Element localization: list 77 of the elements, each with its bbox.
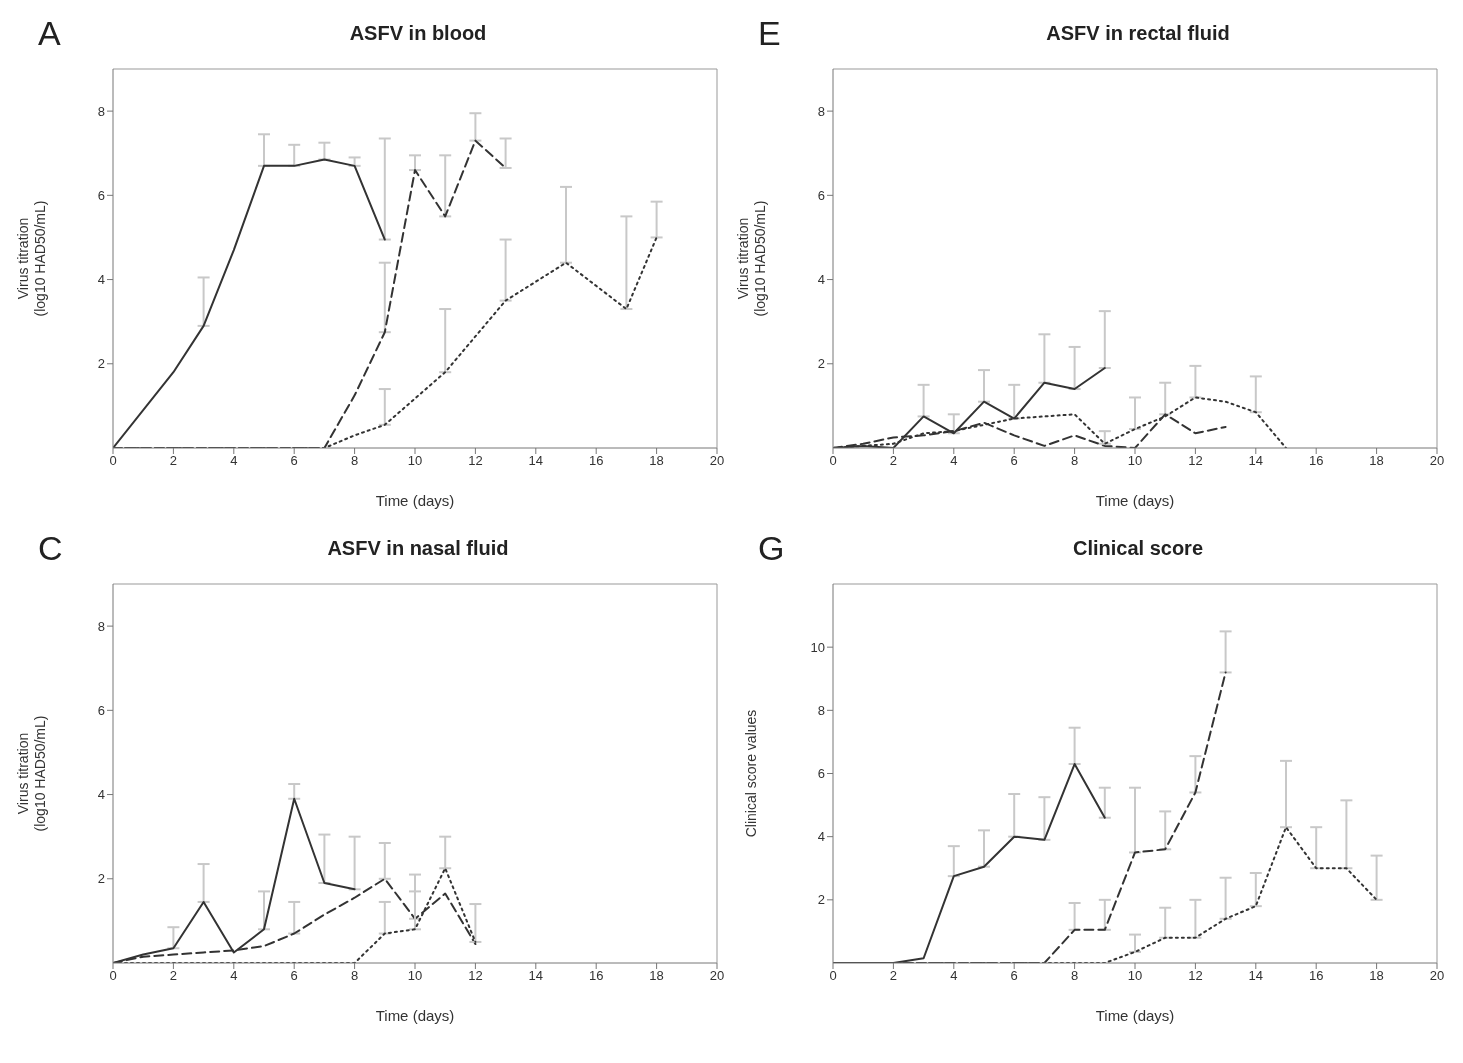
x-tick-label: 16 — [1308, 453, 1324, 469]
x-tick-label: 4 — [950, 453, 958, 469]
y-axis-title: Virus titration (log10 HAD50/mL) — [15, 200, 48, 317]
y-tick-label: 8 — [817, 103, 825, 119]
x-axis-title: Time (days) — [1095, 1007, 1175, 1024]
x-tick-label: 8 — [1070, 453, 1079, 469]
x-tick-label: 10 — [1127, 453, 1143, 469]
y-tick-label: 4 — [817, 272, 825, 288]
x-tick-label: 20 — [709, 453, 725, 469]
y-tick-label: 2 — [817, 892, 825, 908]
chart-title: ASFV in nasal fluid — [326, 537, 510, 560]
x-tick-label: 12 — [468, 453, 483, 469]
y-tick-label: 6 — [817, 187, 825, 203]
text: G — [758, 529, 785, 567]
y-tick-label: 6 — [97, 187, 105, 203]
x-tick-label: 6 — [290, 968, 298, 984]
x-tick-label: 0 — [829, 968, 837, 984]
x-tick-label: 0 — [829, 453, 837, 469]
x-tick-label: 2 — [889, 968, 898, 984]
x-axis-title: Time (days) — [375, 1007, 455, 1024]
x-tick-label: 4 — [950, 968, 958, 984]
y-tick-label: 4 — [97, 272, 105, 288]
x-tick-label: 6 — [290, 453, 298, 469]
y-tick-label: 2 — [97, 871, 105, 887]
text: C — [38, 529, 63, 567]
x-tick-label: 18 — [1369, 453, 1384, 469]
y-tick-label: 4 — [97, 787, 105, 803]
y-axis-title: Virus titration (log10 HAD50/mL) — [15, 715, 48, 832]
x-tick-label: 14 — [528, 968, 544, 984]
y-tick-label: 4 — [817, 829, 825, 845]
x-tick-label: 6 — [1010, 453, 1018, 469]
x-tick-label: 16 — [1308, 968, 1324, 984]
x-tick-label: 10 — [407, 453, 423, 469]
chart-title: Clinical score — [1071, 537, 1205, 560]
x-tick-label: 12 — [1188, 968, 1203, 984]
x-tick-label: 10 — [1127, 968, 1143, 984]
y-tick-label: 10 — [810, 639, 825, 655]
x-tick-label: 12 — [1188, 453, 1203, 469]
x-tick-label: 0 — [109, 968, 117, 984]
x-tick-label: 16 — [588, 453, 604, 469]
x-axis-title: Time (days) — [1095, 492, 1175, 509]
x-tick-label: 0 — [109, 453, 117, 469]
x-tick-label: 2 — [169, 453, 178, 469]
y-tick-label: 8 — [817, 702, 825, 718]
x-tick-label: 8 — [350, 453, 359, 469]
y-axis-title: Virus titration (log10 HAD50/mL) — [735, 200, 768, 317]
x-tick-label: 20 — [1429, 968, 1445, 984]
x-tick-label: 8 — [1070, 968, 1079, 984]
y-tick-label: 6 — [97, 702, 105, 718]
chart-title: ASFV in blood — [348, 22, 488, 45]
x-tick-label: 20 — [709, 968, 725, 984]
x-tick-label: 14 — [528, 453, 544, 469]
y-tick-label: 2 — [817, 356, 825, 372]
chart-title: ASFV in rectal fluid — [1045, 22, 1231, 45]
x-tick-label: 2 — [889, 453, 898, 469]
y-tick-label: 2 — [97, 356, 105, 372]
y-tick-label: 8 — [97, 618, 105, 634]
y-axis-title: Clinical score values — [743, 709, 759, 838]
x-tick-label: 8 — [350, 968, 359, 984]
x-tick-label: 10 — [407, 968, 423, 984]
text: E — [758, 14, 781, 52]
x-tick-label: 4 — [230, 968, 238, 984]
x-tick-label: 20 — [1429, 453, 1445, 469]
x-tick-label: 2 — [169, 968, 178, 984]
x-tick-label: 12 — [468, 968, 483, 984]
text: A — [38, 14, 61, 52]
y-tick-label: 8 — [97, 103, 105, 119]
x-tick-label: 18 — [649, 968, 664, 984]
x-tick-label: 14 — [1248, 968, 1264, 984]
y-tick-label: 6 — [817, 766, 825, 782]
x-tick-label: 14 — [1248, 453, 1264, 469]
x-tick-label: 18 — [1369, 968, 1384, 984]
x-tick-label: 4 — [230, 453, 238, 469]
x-tick-label: 16 — [588, 968, 604, 984]
x-axis-title: Time (days) — [375, 492, 455, 509]
x-tick-label: 6 — [1010, 968, 1018, 984]
x-tick-label: 18 — [649, 453, 664, 469]
